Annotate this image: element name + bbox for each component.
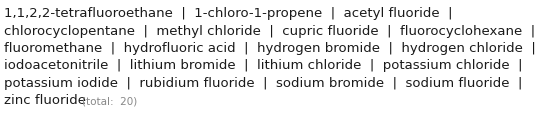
Text: iodoacetonitrile  |  lithium bromide  |  lithium chloride  |  potassium chloride: iodoacetonitrile | lithium bromide | lit… xyxy=(4,60,523,72)
Text: chlorocyclopentane  |  methyl chloride  |  cupric fluoride  |  fluorocyclohexane: chlorocyclopentane | methyl chloride | c… xyxy=(4,24,535,37)
Text: potassium iodide  |  rubidium fluoride  |  sodium bromide  |  sodium fluoride  |: potassium iodide | rubidium fluoride | s… xyxy=(4,77,522,90)
Text: 1,1,2,2-tetrafluoroethane  |  1-chloro-1-propene  |  acetyl fluoride  |: 1,1,2,2-tetrafluoroethane | 1-chloro-1-p… xyxy=(4,7,452,20)
Text: zinc fluoride: zinc fluoride xyxy=(4,95,86,108)
Text: (total:  20): (total: 20) xyxy=(82,96,137,106)
Text: fluoromethane  |  hydrofluoric acid  |  hydrogen bromide  |  hydrogen chloride  : fluoromethane | hydrofluoric acid | hydr… xyxy=(4,42,536,55)
